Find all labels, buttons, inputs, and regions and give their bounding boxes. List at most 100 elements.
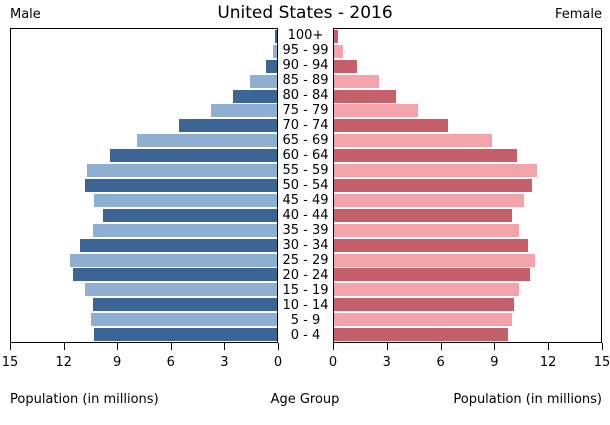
male-bar: [250, 74, 277, 88]
male-bar-row: [11, 268, 277, 283]
age-label: 55 - 59: [282, 163, 329, 178]
male-bar-row: [11, 29, 277, 44]
age-label: 45 - 49: [282, 193, 329, 208]
age-label: 50 - 54: [282, 178, 329, 193]
male-bar-row: [11, 282, 277, 297]
female-bar-row: [334, 104, 601, 119]
age-label: 10 - 14: [282, 298, 329, 313]
male-bar: [103, 208, 277, 222]
female-bar-row: [334, 268, 601, 283]
male-bar: [266, 59, 277, 73]
axis-tick: 15: [2, 343, 18, 370]
male-bar: [232, 89, 277, 103]
female-bar: [334, 193, 525, 207]
age-label: 35 - 39: [282, 223, 329, 238]
age-label: 30 - 34: [282, 238, 329, 253]
female-bar-row: [334, 74, 601, 89]
female-bar: [334, 253, 536, 267]
age-label: 80 - 84: [282, 88, 329, 103]
male-bar-row: [11, 208, 277, 223]
age-label: 70 - 74: [282, 118, 329, 133]
axis-tick-label: 12: [55, 355, 72, 370]
axis-tick-label: 6: [436, 355, 445, 370]
male-bar: [94, 328, 277, 342]
axis-tick: 0: [329, 343, 337, 370]
age-label: 100+: [287, 28, 324, 43]
male-axis: 15 12 9 6 3 0: [2, 343, 282, 375]
female-bar: [334, 313, 512, 327]
male-bar: [211, 104, 277, 118]
age-label: 65 - 69: [282, 133, 329, 148]
female-bar-row: [334, 312, 601, 327]
female-bar: [334, 104, 418, 118]
female-bar-row: [334, 148, 601, 163]
male-bar-row: [11, 253, 277, 268]
female-bar-row: [334, 297, 601, 312]
axis-tick-label: 3: [382, 355, 391, 370]
female-bar-row: [334, 253, 601, 268]
female-axis: 0 3 6 9 12 15: [329, 343, 610, 375]
male-bar-row: [11, 327, 277, 342]
female-bar: [334, 74, 379, 88]
axis-tick: 3: [220, 343, 229, 370]
male-bar: [92, 223, 277, 237]
female-bar: [334, 179, 532, 193]
female-bar: [334, 149, 518, 163]
axis-tick: 6: [167, 343, 175, 370]
male-bar-row: [11, 104, 277, 119]
female-bar-row: [334, 238, 601, 253]
female-bar: [334, 29, 338, 43]
axis-tick: 9: [113, 343, 121, 370]
axis-tick-label: 3: [220, 355, 229, 370]
age-label: 25 - 29: [282, 253, 329, 268]
xlabel-right: Population (in millions): [453, 392, 602, 407]
female-bar-row: [334, 89, 601, 104]
female-bar-row: [334, 327, 601, 342]
male-bar: [85, 179, 277, 193]
male-bar: [110, 149, 277, 163]
age-label: 60 - 64: [282, 148, 329, 163]
female-bar-row: [334, 282, 601, 297]
axis-tick: 0: [274, 343, 282, 370]
age-label: 85 - 89: [282, 73, 329, 88]
male-bar: [272, 44, 277, 58]
axis-tick-label: 9: [490, 355, 499, 370]
axis-tick-label: 9: [113, 355, 122, 370]
male-bar-row: [11, 89, 277, 104]
age-label: 20 - 24: [282, 268, 329, 283]
xlabel-center: Age Group: [270, 392, 340, 407]
female-bar: [334, 223, 520, 237]
female-panel: [333, 28, 602, 343]
male-bar-row: [11, 44, 277, 59]
female-bar-row: [334, 118, 601, 133]
axis-tick-label: 6: [166, 355, 175, 370]
male-bar: [80, 238, 277, 252]
male-bar-row: [11, 178, 277, 193]
female-bar: [334, 164, 537, 178]
female-bar: [334, 89, 397, 103]
axis-tick: 12: [55, 343, 72, 370]
age-label: 15 - 19: [282, 283, 329, 298]
male-bar: [87, 164, 277, 178]
male-bar-row: [11, 223, 277, 238]
male-bar: [85, 283, 277, 297]
male-bar-row: [11, 297, 277, 312]
female-bar: [334, 283, 520, 297]
female-bar-row: [334, 178, 601, 193]
female-header: Female: [554, 7, 602, 22]
male-bar: [94, 193, 277, 207]
male-bar: [73, 268, 277, 282]
male-bar: [179, 119, 277, 133]
female-bar: [334, 298, 514, 312]
axis-tick: 6: [436, 343, 445, 370]
male-header: Male: [10, 7, 41, 22]
female-bar: [334, 328, 509, 342]
female-bar-row: [334, 163, 601, 178]
male-bar: [136, 134, 277, 148]
age-label: 75 - 79: [282, 103, 329, 118]
axis-tick-label: 15: [1, 355, 19, 370]
male-bar-row: [11, 312, 277, 327]
male-bar-row: [11, 118, 277, 133]
xlabel-left: Population (in millions): [10, 392, 159, 407]
